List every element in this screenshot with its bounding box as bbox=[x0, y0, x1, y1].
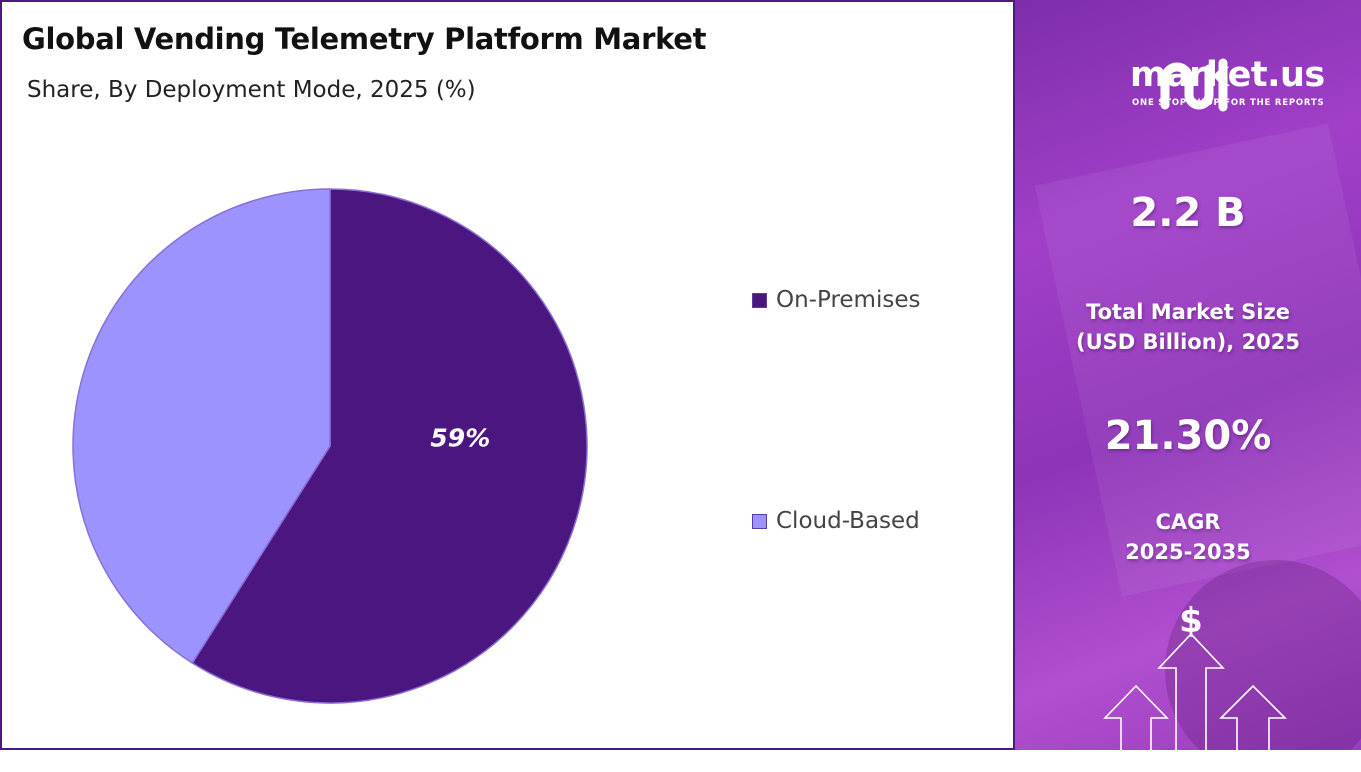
stats-sidebar: market.us ONE STOP SHOP FOR THE REPORTS … bbox=[1015, 0, 1361, 750]
growth-arrows-icon: $ bbox=[1103, 601, 1287, 750]
chart-subtitle: Share, By Deployment Mode, 2025 (%) bbox=[27, 77, 476, 103]
pie-slice-on-premises bbox=[191, 188, 588, 704]
pie-chart: 59% bbox=[72, 188, 588, 704]
legend-label-cloud-based: Cloud-Based bbox=[776, 508, 920, 534]
market-size-value: 2.2 B bbox=[1130, 190, 1246, 236]
market-size-label-line1: Total Market Size bbox=[1086, 300, 1290, 324]
legend-item-on-premises: On-Premises bbox=[752, 287, 920, 313]
cagr-label-line2: 2025-2035 bbox=[1125, 540, 1251, 564]
legend-label-on-premises: On-Premises bbox=[776, 287, 921, 313]
market-size-label-line2: (USD Billion), 2025 bbox=[1075, 330, 1301, 354]
chart-panel: Global Vending Telemetry Platform Market… bbox=[0, 0, 1015, 750]
cagr-value: 21.30% bbox=[1104, 413, 1272, 459]
chart-title: Global Vending Telemetry Platform Market bbox=[22, 22, 707, 56]
background-decoration-circle bbox=[1165, 560, 1361, 750]
market-us-logo-icon bbox=[1160, 58, 1228, 112]
pie-slice-cloud-based bbox=[72, 188, 331, 665]
legend-item-cloud-based: Cloud-Based bbox=[752, 508, 920, 534]
data-label-on-premises: 59% bbox=[430, 423, 490, 452]
legend-swatch-on-premises bbox=[752, 292, 767, 308]
brand-logo: market.us ONE STOP SHOP FOR THE REPORTS bbox=[1050, 55, 1340, 115]
brand-name: market.us bbox=[1130, 55, 1325, 95]
brand-tagline: ONE STOP SHOP FOR THE REPORTS bbox=[1132, 98, 1325, 108]
dollar-sign: $ bbox=[1179, 601, 1203, 641]
cagr-label-line1: CAGR bbox=[1155, 510, 1221, 534]
legend-swatch-cloud-based bbox=[752, 513, 767, 529]
